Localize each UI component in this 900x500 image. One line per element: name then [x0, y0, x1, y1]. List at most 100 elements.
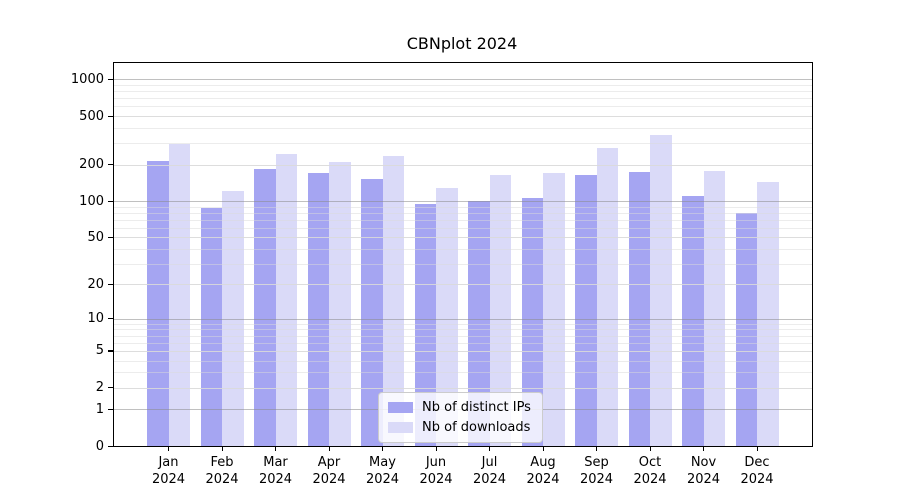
bar-downloads-dec	[757, 181, 779, 446]
y-tick-label-100: 100	[79, 193, 104, 209]
x-tick-label-oct: Oct 2024	[633, 455, 667, 487]
plot-area: Nb of distinct IPs Nb of downloads 0 1 2 5 1…	[71, 62, 813, 487]
minor-gridline-600	[114, 106, 812, 108]
x-tick-mark-jan	[168, 446, 170, 451]
legend-swatch-ips	[388, 402, 413, 413]
x-tick-label-jun: Jun 2024	[419, 455, 453, 487]
bar-ips-oct	[628, 172, 650, 446]
legend-label-ips: Nb of distinct IPs	[422, 400, 531, 415]
x-tick-label-nov: Nov 2024	[686, 455, 721, 487]
y-tick-mark-200	[108, 164, 113, 166]
gridline-2	[114, 387, 812, 389]
legend: Nb of distinct IPs Nb of downloads	[378, 392, 543, 443]
minor-gridline-70	[114, 219, 812, 221]
y-tick-mark-5	[108, 350, 113, 352]
x-tick-label-dec: Dec 2024	[740, 455, 774, 487]
minor-gridline-900	[114, 84, 812, 86]
y-tick-mark-100	[108, 200, 113, 202]
y-tick-mark-10	[108, 318, 113, 320]
chart-title: CBNplot 2024	[406, 34, 518, 53]
bar-ips-jan	[147, 160, 169, 446]
y-tick-label-500: 500	[79, 108, 104, 124]
y-tick-mark-2	[108, 387, 113, 389]
bar-ips-mar	[254, 168, 276, 446]
y-tick-mark-1	[108, 408, 113, 410]
minor-gridline-800	[114, 91, 812, 93]
minor-gridline-300	[114, 143, 812, 145]
x-tick-label-jan: Jan 2024	[151, 455, 186, 487]
y-tick-label-10: 10	[87, 311, 104, 327]
y-tick-label-50: 50	[87, 229, 104, 245]
y-tick-label-20: 20	[87, 276, 104, 292]
bar-downloads-nov	[703, 170, 725, 446]
x-tick-mark-nov	[703, 446, 705, 451]
minor-gridline-80	[114, 212, 812, 214]
bar-downloads-mar	[275, 153, 297, 446]
minor-gridline-700	[114, 98, 812, 100]
legend-item-downloads: Nb of downloads	[388, 420, 531, 435]
y-tick-mark-0	[108, 445, 113, 447]
x-tick-mark-oct	[649, 446, 651, 451]
gridline-50	[114, 237, 812, 239]
gridline-500	[114, 116, 812, 118]
minor-gridline-8	[114, 329, 812, 331]
bar-ips-feb	[200, 208, 222, 446]
x-tick-label-feb: Feb 2024	[205, 455, 239, 487]
x-tick-mark-apr	[328, 446, 330, 451]
bar-ips-may	[361, 179, 383, 446]
y-tick-label-1000: 1000	[70, 71, 104, 87]
x-tick-label-jul: Jul 2024	[472, 455, 507, 487]
bar-ips-sep	[575, 174, 597, 446]
y-tick-label-5: 5	[95, 343, 104, 359]
y-tick-mark-500	[108, 115, 113, 117]
x-tick-mark-feb	[221, 446, 223, 451]
x-tick-mark-sep	[596, 446, 598, 451]
x-tick-mark-jul	[489, 446, 491, 451]
minor-gridline-400	[114, 127, 812, 129]
bar-downloads-jun	[436, 188, 458, 446]
bar-downloads-oct	[650, 134, 672, 446]
x-tick-mark-mar	[275, 446, 277, 451]
bar-ips-aug	[521, 197, 543, 446]
legend-swatch-downloads	[388, 422, 413, 433]
bar-downloads-aug	[543, 172, 565, 446]
minor-gridline-7	[114, 335, 812, 337]
minor-gridline-9	[114, 323, 812, 325]
y-tick-mark-50	[108, 236, 113, 239]
x-tick-mark-may	[382, 446, 384, 451]
y-tick-label-2: 2	[95, 380, 104, 396]
y-tick-mark-20	[108, 283, 113, 286]
x-tick-mark-jun	[435, 446, 437, 451]
gridline-10	[114, 318, 812, 320]
x-tick-label-sep: Sep 2024	[579, 455, 614, 487]
bar-ips-nov	[682, 196, 704, 446]
x-tick-mark-dec	[756, 446, 758, 451]
bar-downloads-feb	[222, 191, 244, 446]
y-tick-mark-1000	[108, 78, 113, 81]
x-tick-label-mar: Mar 2024	[258, 455, 293, 487]
minor-gridline-60	[114, 227, 812, 229]
gridline-20	[114, 284, 812, 286]
x-tick-label-aug: Aug 2024	[526, 455, 560, 487]
minor-gridline-3	[114, 372, 812, 374]
bar-downloads-apr	[329, 161, 351, 446]
y-tick-label-1: 1	[95, 401, 104, 417]
x-tick-label-may: May 2024	[365, 455, 400, 487]
bar-ips-dec	[735, 212, 757, 446]
bar-downloads-sep	[596, 148, 618, 446]
legend-label-downloads: Nb of downloads	[422, 420, 531, 435]
minor-gridline-30	[114, 263, 812, 265]
x-tick-mark-aug	[542, 446, 544, 451]
gridline-200	[114, 164, 812, 166]
gridline-5	[114, 350, 812, 352]
y-tick-label-0: 0	[95, 438, 104, 454]
minor-gridline-40	[114, 248, 812, 250]
y-tick-label-200: 200	[79, 157, 104, 173]
bar-ips-jul	[468, 201, 490, 446]
gridline-100	[114, 201, 812, 203]
legend-item-distinct-ips: Nb of distinct IPs	[388, 400, 531, 415]
minor-gridline-6	[114, 342, 812, 344]
gridline-1000	[114, 79, 812, 81]
minor-gridline-90	[114, 206, 812, 208]
